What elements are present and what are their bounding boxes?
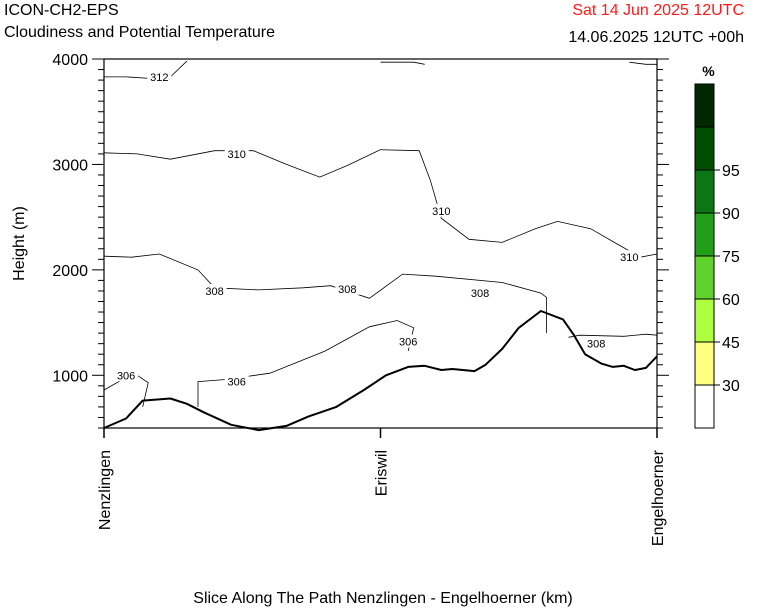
contour-label: 308 xyxy=(338,284,356,296)
colorbar-band xyxy=(694,169,715,214)
colorbar-tick-label: 60 xyxy=(722,292,740,309)
contour-label: 310 xyxy=(432,206,450,218)
colorbar-band xyxy=(694,384,715,429)
isentrope-308 xyxy=(568,333,658,338)
colorbar-tick-label: 45 xyxy=(722,335,740,352)
isentrope-310 xyxy=(103,149,658,258)
model-name: ICON-CH2-EPS xyxy=(4,2,119,19)
colorbar-band xyxy=(694,341,715,386)
x-tick-labels: Nenzlingen Eriswil Engelhoerner xyxy=(97,428,667,546)
axis-ticks xyxy=(92,58,669,429)
plot-border xyxy=(103,58,658,429)
colorbar-unit: % xyxy=(702,63,715,79)
y-tick-label: 3000 xyxy=(52,157,88,174)
colorbar-band xyxy=(694,298,715,343)
colorbar-band xyxy=(694,212,715,257)
x-axis-label: Slice Along The Path Nenzlingen - Engelh… xyxy=(193,590,573,607)
run-info: 14.06.2025 12UTC +00h xyxy=(568,29,744,46)
terrain xyxy=(103,310,658,432)
isentrope-312 xyxy=(380,61,425,65)
plot-frame xyxy=(103,58,658,429)
isentrope-312 xyxy=(104,60,188,80)
colorbar-tick-label: 30 xyxy=(722,378,740,395)
y-tick-labels: 1000 2000 3000 4000 xyxy=(52,52,88,385)
colorbar-band xyxy=(694,83,715,128)
colorbar-tick-label: 90 xyxy=(722,206,740,223)
contour-label: 306 xyxy=(399,337,417,349)
x-tick-label: Nenzlingen xyxy=(97,450,114,530)
contour-label-bg xyxy=(584,336,609,350)
colorbar-tick-label: 75 xyxy=(722,249,740,266)
contour-labels: 312 310 310 310 308 308 308 308 306 306 306 xyxy=(114,69,642,389)
y-axis-label: Height (m) xyxy=(11,206,28,281)
isentrope-306 xyxy=(197,320,415,407)
y-tick-label: 2000 xyxy=(52,263,88,280)
colorbar-band xyxy=(694,126,715,171)
isentrope-308 xyxy=(103,253,547,334)
colorbar-tick-label: 95 xyxy=(722,163,740,180)
contour-label: 306 xyxy=(228,377,246,389)
contour-label-bg xyxy=(468,286,493,300)
contour-label: 310 xyxy=(228,149,246,161)
contour-label-bg xyxy=(429,203,454,217)
contour-label: 306 xyxy=(117,370,135,382)
contour-label-bg xyxy=(224,374,249,388)
contour-label-bg xyxy=(147,69,172,83)
contour-label-bg xyxy=(396,334,421,348)
contour-label-bg xyxy=(335,281,360,295)
y-tick-label: 1000 xyxy=(52,368,88,385)
contour-label-bg xyxy=(224,146,249,160)
contour-label: 312 xyxy=(150,72,168,84)
chart-subtitle: Cloudiness and Potential Temperature xyxy=(4,24,275,41)
x-tick-label: Engelhoerner xyxy=(650,449,667,546)
contour-label: 308 xyxy=(471,288,489,300)
y-tick-label: 4000 xyxy=(52,52,88,69)
contour-label-bg xyxy=(617,250,642,264)
y-axis-label-group: Height (m) xyxy=(11,206,28,281)
contour-label-bg xyxy=(202,283,227,297)
contour-label: 308 xyxy=(587,339,605,351)
isentrope-312 xyxy=(629,61,657,65)
x-tick-label: Eriswil xyxy=(374,450,391,496)
terrain-line xyxy=(103,310,658,432)
contour-label-bg xyxy=(114,368,139,382)
colorbar-band xyxy=(694,255,715,300)
isentropes xyxy=(103,60,658,407)
contour-label: 310 xyxy=(620,252,638,264)
valid-time: Sat 14 Jun 2025 12UTC xyxy=(572,2,744,19)
colorbar: 30 45 60 75 90 95% xyxy=(694,63,740,429)
contour-label: 308 xyxy=(205,286,223,298)
